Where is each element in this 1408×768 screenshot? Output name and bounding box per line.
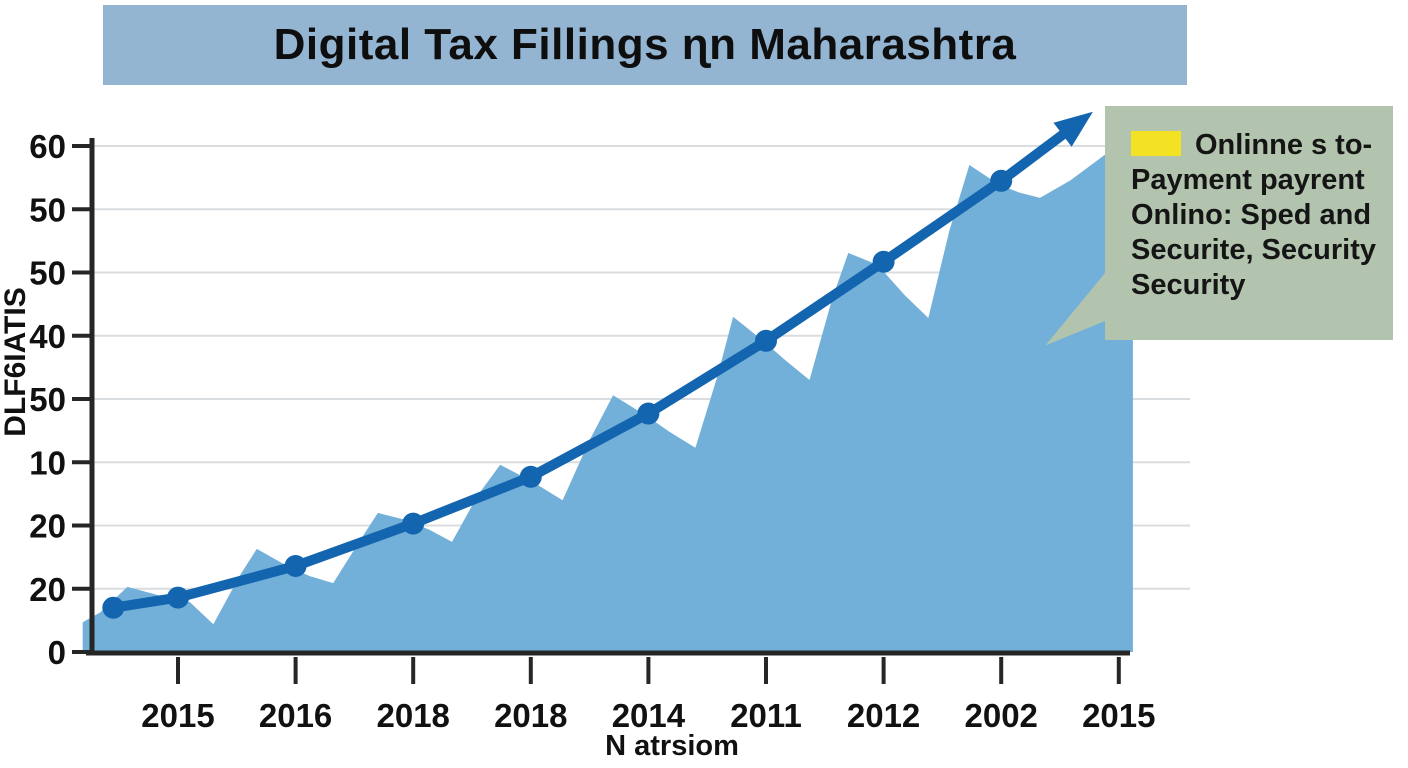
x-tick-label: 2014 bbox=[612, 697, 686, 734]
x-tick-label: 2012 bbox=[847, 697, 920, 734]
chart-title-bar: Digital Tax Fillings ɳn Maharashtra bbox=[103, 5, 1187, 85]
legend-callout: Onlinne s to- Payment payrent Onlino: Sp… bbox=[1105, 106, 1393, 340]
line-markers bbox=[102, 169, 1013, 619]
x-tick-label: 2002 bbox=[964, 697, 1037, 734]
y-axis-ticks: 0 20 20 10 50 40 50 50 60 bbox=[29, 128, 92, 671]
x-axis-ticks: 2015 2016 2018 2018 2014 2011 2012 2002 2015 bbox=[141, 657, 1156, 734]
legend-text: Security bbox=[1131, 269, 1246, 301]
legend-text: Securite, Security bbox=[1131, 234, 1376, 266]
x-tick-label: 2015 bbox=[141, 697, 214, 734]
x-tick-label: 2018 bbox=[494, 697, 567, 734]
y-tick-label: 60 bbox=[29, 128, 66, 165]
y-tick-label: 50 bbox=[29, 255, 66, 292]
legend-line: Onlinne s to- bbox=[1131, 128, 1385, 163]
y-tick-label: 40 bbox=[29, 318, 66, 355]
x-tick-label: 2011 bbox=[730, 697, 802, 734]
y-axis-title: DLF6IATIS bbox=[0, 287, 32, 437]
arrow-head-icon bbox=[1053, 111, 1093, 147]
trend-line-series bbox=[108, 111, 1093, 613]
x-axis-title: N atrsiom bbox=[605, 730, 739, 762]
y-tick-label: 20 bbox=[29, 508, 66, 545]
x-tick-label: 2016 bbox=[259, 697, 332, 734]
legend-text: Payment payrent bbox=[1131, 164, 1365, 196]
axes bbox=[86, 138, 1130, 656]
y-tick-label: 50 bbox=[29, 381, 66, 418]
x-tick-label: 2018 bbox=[376, 697, 449, 734]
legend-text: Onlino: Sped and bbox=[1131, 199, 1372, 231]
y-tick-label: 20 bbox=[29, 571, 66, 608]
y-tick-label: 0 bbox=[48, 634, 66, 671]
y-tick-label: 50 bbox=[29, 191, 66, 228]
legend-swatch bbox=[1131, 131, 1181, 156]
y-tick-label: 10 bbox=[29, 444, 66, 481]
x-tick-label: 2015 bbox=[1082, 697, 1155, 734]
chart-title: Digital Tax Fillings ɳn Maharashtra bbox=[273, 20, 1017, 69]
legend-text: Onlinne s to- bbox=[1195, 129, 1373, 161]
